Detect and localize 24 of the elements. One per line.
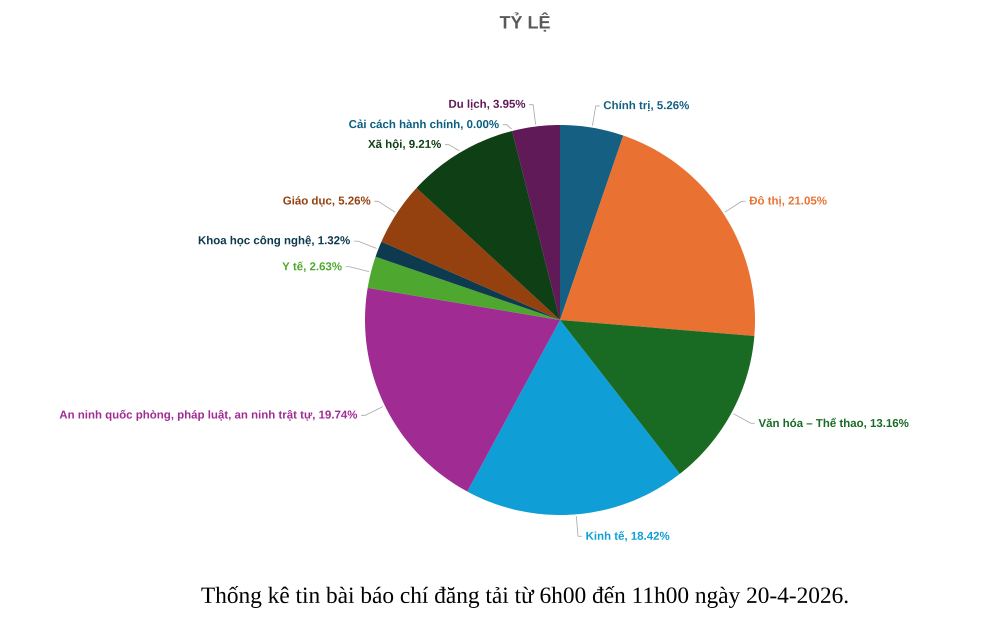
data-label: , 3.95%	[487, 100, 526, 110]
data-label: , 19.74%	[312, 410, 358, 420]
slice-label: Đô thị	[749, 196, 781, 207]
data-label: , 13.16%	[864, 418, 909, 429]
chart-title: TỶ LỆ	[500, 12, 550, 32]
slice-label: Văn hóa – Thể thao	[758, 418, 864, 428]
data-label: , 21.05%	[782, 196, 827, 206]
slice-label: Khoa học công nghệ	[198, 236, 311, 247]
data-label: , 5.26%	[332, 196, 370, 206]
slice-label: Du lịch	[449, 99, 486, 110]
slice-label: An ninh quốc phòng, pháp luật, an ninh trật tự	[60, 410, 312, 421]
data-label: , 18.42%	[625, 532, 670, 542]
text: , 0.00%	[460, 120, 499, 130]
text: Thống kê tin bài báo chí đăng tải từ 6h00 đến 11h00 ngày 20-4-2026.	[201, 586, 848, 608]
data-label: , 2.63%	[304, 262, 342, 272]
slice-label: Giáo dục	[283, 196, 332, 207]
slice-label: Y tế	[282, 261, 304, 270]
slice-label: Xã hội	[368, 139, 402, 150]
slice-label: Kinh tế	[586, 530, 624, 540]
data-label: , 1.32%	[312, 236, 350, 246]
category-label: Cải cách hành chính	[349, 119, 460, 128]
data-label: , 9.21%	[403, 140, 441, 150]
slice-label: Chính trị	[604, 100, 650, 112]
data-label: , 5.26%	[651, 101, 690, 111]
